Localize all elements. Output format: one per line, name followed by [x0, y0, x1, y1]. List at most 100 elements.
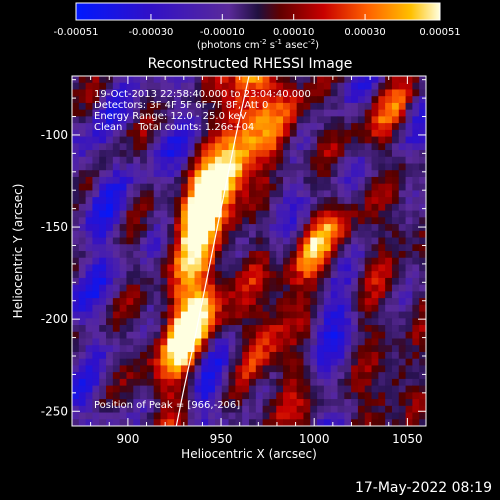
- heatmap-pixel: [371, 271, 379, 279]
- heatmap-pixel: [153, 210, 162, 218]
- heatmap-pixel: [405, 183, 413, 192]
- heatmap-pixel: [317, 351, 325, 360]
- heatmap-pixel: [72, 399, 80, 407]
- heatmap-pixel: [106, 102, 114, 111]
- heatmap-pixel: [187, 224, 196, 232]
- heatmap-pixel: [303, 298, 311, 306]
- heatmap-pixel: [255, 372, 264, 380]
- heatmap-pixel: [357, 76, 366, 84]
- heatmap-pixel: [112, 304, 121, 313]
- heatmap-pixel: [364, 399, 373, 407]
- heatmap-pixel: [337, 277, 345, 286]
- heatmap-pixel: [317, 358, 325, 367]
- heatmap-pixel: [208, 129, 216, 138]
- heatmap-pixel: [119, 419, 128, 426]
- heatmap-pixel: [289, 217, 298, 225]
- heatmap-pixel: [126, 244, 134, 252]
- heatmap-pixel: [92, 419, 100, 426]
- heatmap-pixel: [371, 123, 379, 131]
- heatmap-pixel: [112, 76, 121, 84]
- heatmap-pixel: [357, 89, 366, 97]
- heatmap-pixel: [140, 338, 148, 346]
- heatmap-pixel: [419, 230, 426, 239]
- heatmap-pixel: [214, 123, 223, 131]
- heatmap-pixel: [357, 412, 366, 420]
- heatmap-pixel: [419, 129, 426, 138]
- heatmap-pixel: [276, 102, 284, 111]
- heatmap-pixel: [337, 150, 345, 158]
- heatmap-pixel: [235, 264, 243, 272]
- heatmap-pixel: [235, 271, 243, 279]
- heatmap-pixel: [391, 392, 400, 400]
- heatmap-pixel: [106, 190, 114, 198]
- heatmap-pixel: [310, 96, 318, 104]
- heatmap-pixel: [249, 183, 257, 192]
- heatmap-pixel: [303, 251, 311, 259]
- heatmap-pixel: [371, 392, 379, 400]
- heatmap-pixel: [255, 183, 264, 192]
- heatmap-pixel: [180, 291, 189, 299]
- heatmap-pixel: [242, 372, 250, 380]
- heatmap-pixel: [296, 109, 305, 117]
- heatmap-pixel: [344, 163, 352, 171]
- heatmap-pixel: [419, 102, 426, 111]
- heatmap-pixel: [269, 338, 277, 346]
- heatmap-pixel: [323, 331, 332, 340]
- heatmap-pixel: [337, 156, 345, 165]
- heatmap-pixel: [235, 230, 243, 239]
- heatmap-pixel: [289, 76, 298, 84]
- heatmap-pixel: [378, 405, 386, 414]
- heatmap-pixel: [398, 277, 407, 286]
- heatmap-pixel: [364, 264, 373, 272]
- heatmap-pixel: [357, 170, 366, 178]
- heatmap-pixel: [419, 123, 426, 131]
- heatmap-pixel: [357, 102, 366, 111]
- heatmap-pixel: [323, 170, 332, 178]
- heatmap-pixel: [153, 399, 162, 407]
- heatmap-pixel: [242, 237, 250, 245]
- heatmap-pixel: [419, 136, 426, 144]
- heatmap-pixel: [112, 183, 121, 192]
- heatmap-pixel: [255, 109, 264, 117]
- heatmap-pixel: [187, 358, 196, 367]
- heatmap-pixel: [99, 244, 107, 252]
- heatmap-pixel: [255, 378, 264, 387]
- heatmap-pixel: [208, 331, 216, 340]
- heatmap-pixel: [106, 385, 114, 393]
- heatmap-pixel: [269, 217, 277, 225]
- heatmap-pixel: [310, 163, 318, 171]
- heatmap-pixel: [194, 129, 202, 138]
- heatmap-pixel: [72, 372, 80, 380]
- heatmap-pixel: [187, 217, 196, 225]
- heatmap-pixel: [405, 412, 413, 420]
- heatmap-pixel: [133, 129, 141, 138]
- heatmap-pixel: [106, 82, 114, 91]
- heatmap-pixel: [78, 156, 87, 165]
- heatmap-pixel: [249, 82, 257, 91]
- heatmap-pixel: [106, 331, 114, 340]
- heatmap-pixel: [344, 251, 352, 259]
- heatmap-pixel: [242, 392, 250, 400]
- heatmap-pixel: [99, 365, 107, 373]
- heatmap-pixel: [269, 116, 277, 124]
- heatmap-pixel: [391, 284, 400, 292]
- heatmap-pixel: [344, 405, 352, 414]
- heatmap-pixel: [146, 170, 155, 178]
- heatmap-pixel: [153, 351, 162, 360]
- heatmap-pixel: [391, 237, 400, 245]
- heatmap-pixel: [140, 217, 148, 225]
- heatmap-pixel: [78, 385, 87, 393]
- heatmap-pixel: [419, 405, 426, 414]
- heatmap-pixel: [235, 325, 243, 333]
- heatmap-pixel: [405, 264, 413, 272]
- heatmap-pixel: [214, 405, 223, 414]
- heatmap-pixel: [323, 304, 332, 313]
- heatmap-pixel: [99, 271, 107, 279]
- heatmap-pixel: [78, 96, 87, 104]
- heatmap-pixel: [146, 156, 155, 165]
- heatmap-pixel: [242, 318, 250, 326]
- heatmap-pixel: [269, 419, 277, 426]
- heatmap-pixel: [112, 419, 121, 426]
- heatmap-pixel: [262, 385, 271, 393]
